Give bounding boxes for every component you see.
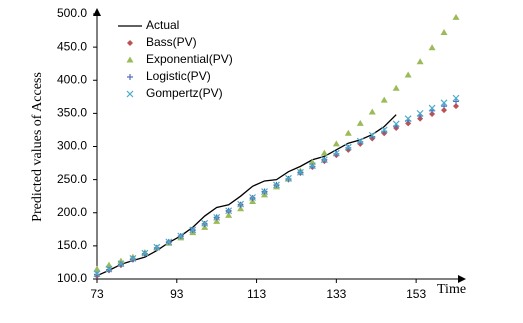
series: [94, 98, 460, 278]
marker: [213, 213, 221, 221]
marker: [344, 129, 352, 136]
marker: [404, 71, 412, 78]
marker: [285, 174, 292, 182]
legend: Actual Bass(PV) Exponential(PV) Logistic(PV…: [118, 18, 233, 100]
marker: [429, 111, 436, 118]
legend-label: Logistic(PV): [146, 69, 211, 83]
legend-swatch: [127, 74, 133, 80]
series: [94, 103, 460, 279]
marker: [392, 84, 400, 91]
x-axis-title: Time: [437, 282, 466, 297]
marker: [129, 255, 137, 262]
marker: [453, 98, 460, 105]
marker: [368, 108, 376, 115]
marker: [201, 219, 209, 227]
marker: [416, 109, 424, 117]
marker: [93, 270, 101, 278]
marker: [249, 194, 256, 201]
series: [93, 94, 460, 278]
y-tick-label: 400.0: [57, 72, 87, 86]
y-tick-label: 200.0: [57, 205, 87, 219]
marker: [441, 107, 448, 114]
marker: [93, 265, 101, 272]
legend-label: Exponential(PV): [146, 52, 233, 66]
legend-label: Actual: [146, 18, 179, 32]
marker: [189, 226, 197, 234]
marker: [320, 156, 328, 164]
marker: [453, 103, 460, 110]
marker: [440, 29, 448, 36]
y-tick-label: 300.0: [57, 139, 87, 153]
marker: [404, 115, 412, 123]
marker: [332, 140, 340, 147]
marker: [297, 168, 304, 176]
marker: [392, 120, 400, 128]
marker: [452, 13, 460, 20]
marker: [225, 211, 233, 218]
y-tick-label: 450.0: [57, 39, 87, 53]
x-tick-label: 153: [406, 287, 426, 301]
x-tick-label: 93: [170, 287, 184, 301]
marker: [105, 261, 113, 268]
marker: [105, 265, 113, 273]
marker: [356, 119, 364, 126]
x-axis-arrow: [458, 275, 466, 283]
y-tick-label: 250.0: [57, 172, 87, 186]
marker: [237, 200, 245, 208]
marker: [308, 162, 316, 170]
marker: [452, 94, 460, 102]
x-tick-label: 113: [247, 287, 266, 301]
marker: [440, 99, 448, 107]
legend-swatch: [127, 40, 133, 46]
y-tick-label: 500.0: [57, 6, 87, 20]
marker: [153, 243, 161, 251]
y-axis-title: Predicted values of Access: [30, 72, 45, 222]
marker: [237, 205, 245, 212]
marker: [356, 137, 364, 145]
series: [96, 114, 397, 277]
line: [96, 114, 397, 277]
y-tick-label: 150.0: [57, 238, 87, 252]
marker: [344, 143, 352, 151]
marker: [380, 126, 388, 134]
marker: [273, 181, 280, 189]
marker: [117, 260, 125, 268]
y-axis-arrow: [93, 8, 101, 16]
legend-swatch: [126, 56, 134, 63]
marker: [165, 238, 173, 246]
marker: [141, 249, 149, 257]
y-tick-label: 350.0: [57, 106, 87, 120]
marker: [332, 149, 340, 157]
marker: [261, 188, 268, 195]
marker: [428, 104, 436, 112]
marker: [225, 207, 233, 215]
legend-swatch: [126, 90, 134, 98]
y-tick-label: 100.0: [57, 271, 87, 285]
legend-label: Gompertz(PV): [146, 86, 223, 100]
marker: [441, 103, 448, 110]
x-tick-label: 73: [90, 287, 104, 301]
marker: [368, 131, 376, 139]
legend-label: Bass(PV): [146, 35, 197, 49]
marker: [380, 96, 388, 103]
marker: [428, 44, 436, 51]
x-tick-label: 133: [326, 287, 346, 301]
marker: [416, 58, 424, 65]
marker: [177, 232, 185, 240]
marker: [320, 149, 328, 156]
marker: [213, 217, 221, 224]
